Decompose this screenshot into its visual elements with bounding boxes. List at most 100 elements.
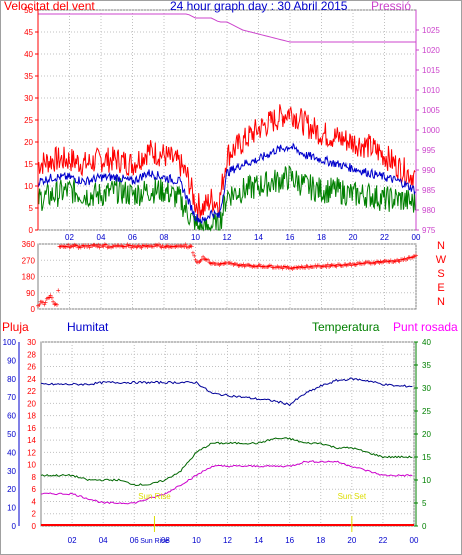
direction-point: +: [249, 261, 254, 270]
direction-point: +: [167, 243, 172, 252]
direction-point: +: [300, 263, 305, 272]
humidity-x-tick-label: 10: [192, 536, 201, 545]
direction-point: +: [367, 258, 372, 267]
direction-point: +: [192, 252, 197, 261]
direction-point: +: [217, 261, 222, 270]
direction-point: +: [96, 240, 101, 249]
direction-point: +: [354, 260, 359, 269]
direction-point: +: [123, 242, 128, 251]
humidity-axis-label: 90: [7, 356, 16, 365]
direction-point: +: [347, 260, 352, 269]
dewpoint-line: [40, 460, 413, 505]
direction-point: +: [346, 260, 351, 269]
direction-point: +: [70, 242, 75, 251]
wind-x-tick-label: 12: [223, 233, 232, 242]
direction-point: +: [114, 242, 119, 251]
direction-point: +: [327, 262, 332, 271]
direction-point: +: [237, 261, 242, 270]
direction-point: +: [402, 254, 407, 263]
direction-point: +: [130, 242, 135, 251]
direction-point: +: [266, 262, 271, 271]
direction-point: +: [218, 260, 223, 269]
direction-point: +: [400, 255, 405, 264]
direction-point: +: [319, 262, 324, 271]
direction-point: +: [290, 264, 295, 273]
direction-point: +: [378, 257, 383, 266]
humidity-axis-label: 70: [7, 393, 16, 402]
direction-point: +: [183, 240, 188, 249]
pressure-axis-label: 980: [422, 206, 436, 215]
direction-point: +: [193, 256, 198, 265]
direction-point: +: [339, 261, 344, 270]
direction-point: +: [366, 258, 371, 267]
wind-x-tick-label: 08: [160, 233, 169, 242]
direction-point: +: [276, 263, 281, 272]
humidity-x-tick-label: 04: [99, 536, 108, 545]
humidity-x-tick-label: 18: [316, 536, 325, 545]
direction-point: +: [411, 252, 416, 261]
direction-point: +: [86, 241, 91, 250]
direction-point: +: [304, 262, 309, 271]
direction-point: +: [334, 262, 339, 271]
direction-point: +: [110, 242, 115, 251]
direction-axis-label: 270: [22, 256, 36, 265]
direction-point: +: [202, 254, 207, 263]
wind-x-tick-label: 22: [380, 233, 389, 242]
direction-point: +: [359, 259, 364, 268]
direction-point: +: [273, 263, 278, 272]
direction-point: +: [377, 258, 382, 267]
direction-point: +: [250, 262, 255, 271]
temperature-line: [40, 437, 413, 487]
direction-point: +: [95, 242, 100, 251]
pressure-axis-label: 1000: [422, 126, 440, 135]
temperature-axis-label: 5: [422, 499, 427, 508]
wind-speed-title: Velocitat del vent: [4, 0, 95, 13]
direction-point: +: [39, 298, 44, 307]
direction-point: +: [91, 241, 96, 250]
wind-x-tick-label: 14: [254, 233, 263, 242]
direction-point: +: [371, 258, 376, 267]
direction-point: +: [233, 260, 238, 269]
wind-x-tick-label: 10: [191, 233, 200, 242]
rain-axis-label: 20: [27, 399, 36, 408]
direction-point: +: [231, 260, 236, 269]
humidity-temperature-panel: Sun Rise Sun Set 024681012141618202224262…: [3, 338, 432, 545]
rain-axis-label: 26: [27, 363, 36, 372]
direction-point: +: [51, 297, 56, 306]
direction-point: +: [404, 255, 409, 264]
direction-point: +: [380, 258, 385, 267]
rain-axis-label: 22: [27, 387, 36, 396]
direction-point: +: [92, 241, 97, 250]
direction-point: +: [126, 242, 131, 251]
direction-point: +: [305, 262, 310, 271]
direction-point: +: [312, 263, 317, 272]
humidity-axis-label: 60: [7, 412, 16, 421]
direction-point: +: [105, 243, 110, 252]
direction-point: +: [368, 259, 373, 268]
direction-point: +: [328, 262, 333, 271]
direction-point: +: [140, 242, 145, 251]
direction-point: +: [177, 241, 182, 250]
direction-point: +: [392, 256, 397, 265]
direction-point: +: [57, 242, 62, 251]
direction-point: +: [291, 263, 296, 272]
temperature-axis-label: 35: [422, 361, 431, 370]
direction-point: +: [414, 251, 419, 260]
direction-point: +: [53, 299, 58, 308]
direction-point: +: [399, 255, 404, 264]
wind-axis-label: 10: [24, 182, 33, 191]
direction-point: +: [329, 261, 334, 270]
direction-point: +: [303, 264, 308, 273]
direction-point: +: [94, 242, 99, 251]
direction-point: +: [406, 253, 411, 262]
rain-axis-label: 18: [27, 412, 36, 421]
temperature-axis-label: 25: [422, 407, 431, 416]
pressure-axis-label: 985: [422, 186, 436, 195]
direction-point: +: [262, 263, 267, 272]
direction-point: +: [129, 244, 134, 253]
humidity-axis-label: 80: [7, 375, 16, 384]
direction-point: +: [213, 259, 218, 268]
direction-point: +: [169, 243, 174, 252]
humidity-x-tick-label: 22: [378, 536, 387, 545]
